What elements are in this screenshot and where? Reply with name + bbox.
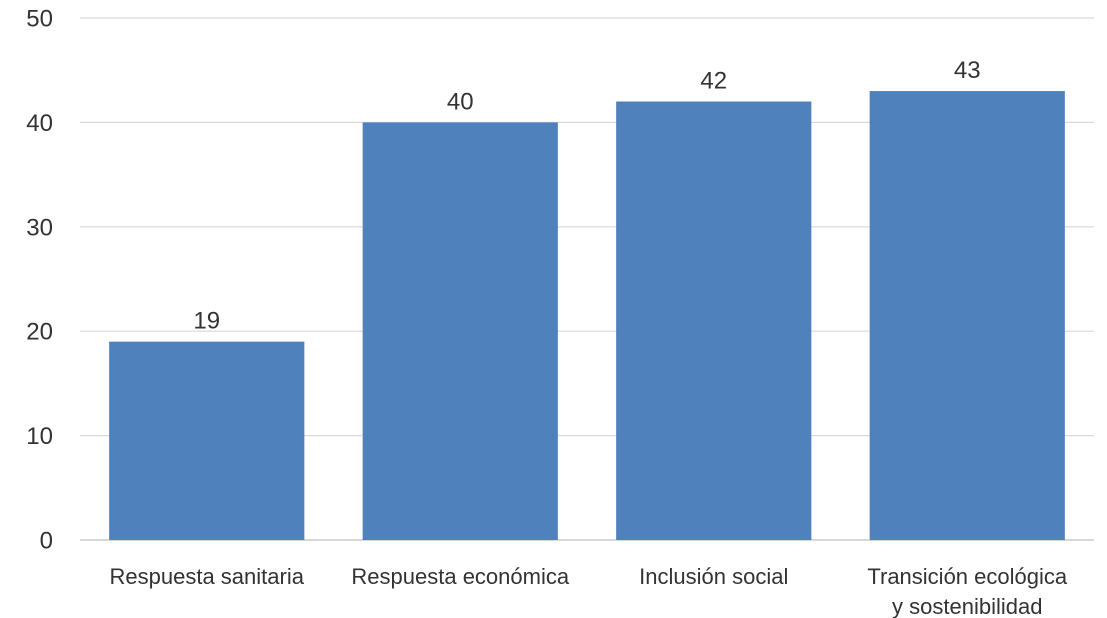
x-axis-category-labels: Respuesta sanitaria Respuesta económica In…: [110, 564, 1068, 618]
y-tick-label: 50: [26, 6, 53, 33]
y-tick-label: 20: [26, 319, 53, 346]
data-label: 42: [700, 68, 727, 95]
data-label: 40: [447, 88, 474, 115]
y-tick-label: 0: [40, 528, 53, 555]
x-category-label: Transición ecológica: [867, 564, 1067, 589]
data-label: 19: [193, 308, 220, 335]
bar: [362, 122, 558, 541]
y-tick-label: 30: [26, 214, 53, 241]
bar: [109, 341, 305, 540]
bar: [869, 91, 1065, 540]
y-tick-label: 10: [26, 423, 53, 450]
y-tick-label: 40: [26, 110, 53, 137]
x-category-label: Respuesta sanitaria: [110, 564, 305, 589]
data-labels: 19 40 42 43: [193, 57, 980, 335]
x-category-label: y sostenibilidad: [892, 594, 1042, 618]
bar: [616, 101, 812, 541]
bars: [109, 91, 1065, 541]
data-label: 43: [954, 57, 981, 84]
x-category-label: Inclusión social: [639, 564, 788, 589]
y-axis-tick-labels: 0 10 20 30 40 50: [26, 6, 53, 555]
x-category-label: Respuesta económica: [351, 564, 569, 589]
